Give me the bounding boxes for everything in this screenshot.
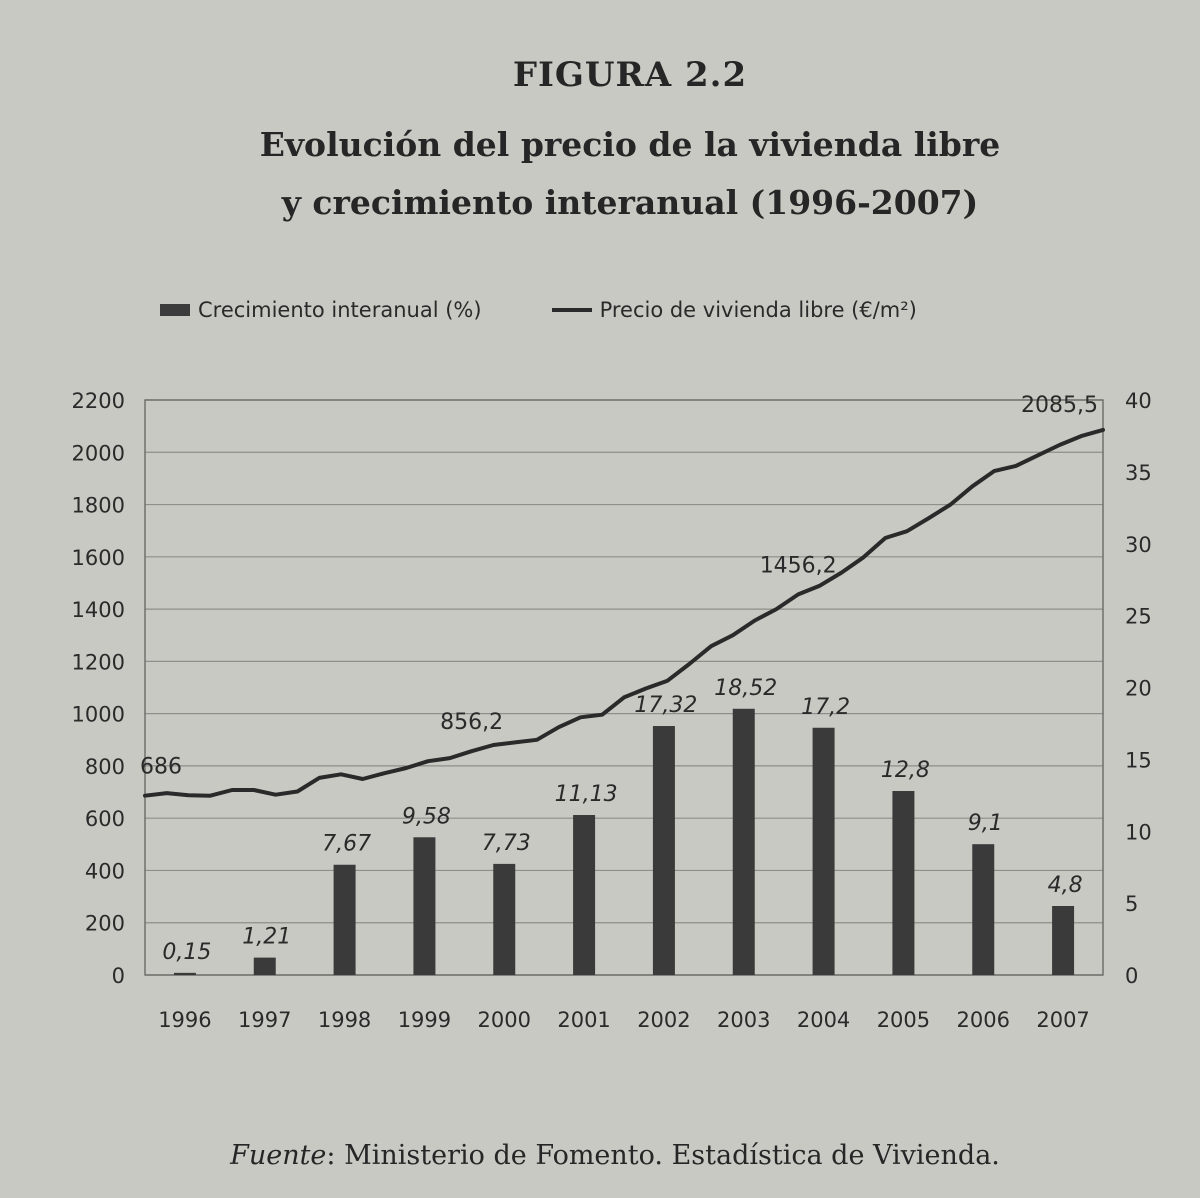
source-label: Fuente: [230, 1140, 327, 1171]
bar-data-label: 17,2: [801, 695, 850, 720]
y-right-tick-label: 10: [1125, 820, 1152, 844]
bar-data-label: 9,58: [402, 804, 451, 829]
y-left-tick-label: 1600: [72, 546, 125, 570]
y-right-tick-label: 20: [1125, 677, 1152, 701]
bar: [573, 815, 596, 975]
figure-title: Evolución del precio de la vivienda libr…: [0, 116, 1200, 232]
bar-data-label: 11,13: [555, 782, 618, 807]
bar-data-label: 1,21: [242, 925, 291, 950]
source-text: : Ministerio de Fomento. Estadística de …: [326, 1140, 1000, 1171]
y-left-tick-label: 200: [85, 912, 125, 936]
y-right-tick-label: 30: [1125, 533, 1152, 557]
x-tick-label: 2001: [557, 1008, 610, 1032]
y-left-tick-label: 400: [85, 859, 125, 883]
x-tick-label: 1996: [158, 1008, 211, 1032]
legend-item-line: Precio de vivienda libre (€/m²): [551, 298, 917, 322]
title-line-1: Evolución del precio de la vivienda libr…: [259, 125, 1001, 164]
bar: [892, 791, 915, 975]
bar: [333, 864, 356, 975]
bar: [1052, 906, 1075, 975]
plot-area-border: [144, 399, 1104, 976]
bar: [493, 863, 516, 975]
y-left-tick-label: 800: [85, 755, 125, 779]
bar: [413, 837, 436, 975]
bar: [173, 972, 196, 975]
bar: [253, 957, 276, 975]
x-tick-label: 2004: [797, 1008, 850, 1032]
legend-line-label: Precio de vivienda libre (€/m²): [599, 298, 917, 322]
bar-data-label: 9,1: [968, 811, 1003, 836]
legend-item-bars: Crecimiento interanual (%): [160, 298, 482, 322]
x-tick-label: 2003: [717, 1008, 770, 1032]
title-line-2: y crecimiento interanual (1996-2007): [281, 183, 979, 222]
legend-bar-label: Crecimiento interanual (%): [198, 298, 482, 322]
bar: [732, 708, 755, 975]
y-right-tick-label: 0: [1125, 964, 1138, 988]
y-right-tick-label: 40: [1125, 389, 1152, 413]
x-tick-label: 2007: [1036, 1008, 1089, 1032]
line-data-label: 686: [140, 755, 182, 780]
y-left-tick-label: 600: [85, 807, 125, 831]
y-right-tick-label: 35: [1125, 461, 1152, 485]
x-tick-label: 2000: [478, 1008, 531, 1032]
line-data-label: 2085,5: [1021, 393, 1098, 418]
bar-data-label: 7,67: [322, 832, 371, 857]
bar-data-label: 0,15: [162, 940, 211, 965]
legend-line-swatch: [551, 308, 592, 312]
line-data-label: 856,2: [440, 710, 503, 735]
bar-data-label: 4,8: [1048, 873, 1083, 898]
y-right-tick-label: 15: [1125, 748, 1152, 772]
x-tick-label: 1997: [238, 1008, 291, 1032]
bar-data-label: 7,73: [482, 831, 531, 856]
source-note: Fuente: Ministerio de Fomento. Estadísti…: [0, 1140, 1200, 1171]
bar-data-label: 17,32: [634, 693, 697, 718]
x-tick-label: 2002: [637, 1008, 690, 1032]
bar: [652, 726, 675, 975]
bar-data-label: 18,52: [714, 676, 777, 701]
x-tick-label: 1998: [318, 1008, 371, 1032]
bar: [972, 844, 995, 975]
bar-data-label: 12,8: [881, 758, 930, 783]
y-left-tick-label: 1200: [72, 650, 125, 674]
y-left-tick-label: 1400: [72, 598, 125, 622]
y-left-tick-label: 1000: [72, 703, 125, 727]
y-left-tick-label: 2000: [72, 441, 125, 465]
y-right-tick-label: 5: [1125, 892, 1138, 916]
chart-legend: Crecimiento interanual (%) Precio de viv…: [160, 298, 917, 322]
y-left-tick-label: 1800: [72, 494, 125, 518]
x-tick-label: 2005: [877, 1008, 930, 1032]
x-tick-label: 1999: [398, 1008, 451, 1032]
figure-label: FIGURA 2.2: [512, 55, 748, 95]
y-left-tick-label: 0: [112, 964, 125, 988]
y-left-tick-label: 2200: [72, 389, 125, 413]
price-line: [143, 427, 1105, 798]
line-data-label: 1456,2: [760, 553, 837, 578]
x-tick-label: 2006: [957, 1008, 1010, 1032]
legend-bar-swatch: [160, 304, 190, 316]
bar: [812, 727, 835, 975]
y-right-tick-label: 25: [1125, 605, 1152, 629]
